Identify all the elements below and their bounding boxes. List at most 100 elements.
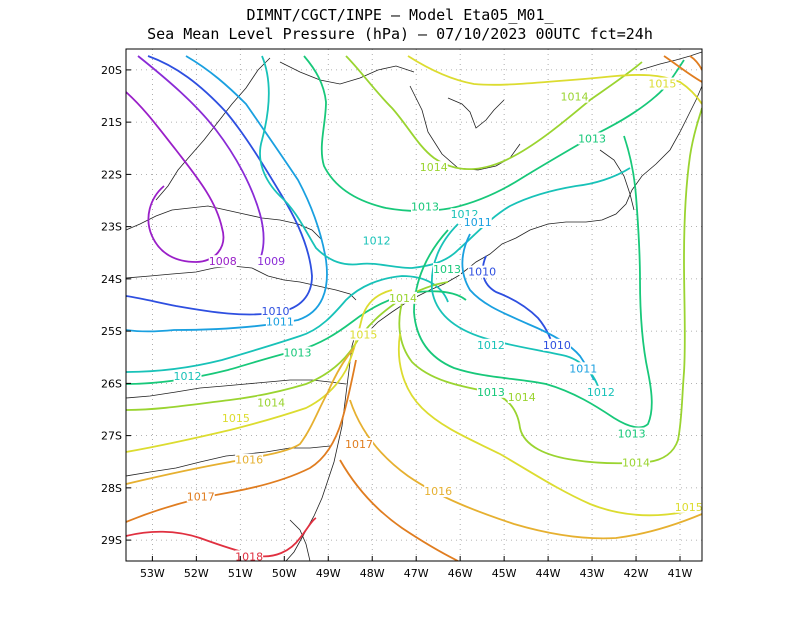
isobar-label-1013: 1013 (283, 347, 311, 360)
isobar-1014 (345, 55, 643, 171)
isobar-label-1011: 1011 (569, 362, 597, 375)
map-title-line2: Sea Mean Level Pressure (hPa) – 07/10/20… (147, 25, 653, 43)
isobar-label-bg (261, 304, 290, 317)
isobar-label-bg (235, 453, 264, 466)
isobar-label-bg (578, 132, 607, 145)
lon-tick-label: 45W (492, 567, 517, 580)
isobar-1008 (126, 91, 225, 263)
lat-tick-label: 26S (101, 377, 122, 390)
isobar-label-bg (186, 490, 215, 503)
lon-tick-label: 44W (536, 567, 561, 580)
isobar-label-1014: 1014 (560, 91, 588, 104)
isobar-label-bg (648, 77, 677, 90)
lon-tick-label: 49W (316, 567, 341, 580)
lon-tick-label: 42W (624, 567, 649, 580)
isobar-label-bg (542, 338, 571, 351)
isobar-label-1015: 1015 (648, 78, 676, 91)
lat-tick-label: 24S (101, 273, 122, 286)
isobar-label-1018: 1018 (235, 550, 263, 563)
isobar-label-1014: 1014 (389, 292, 417, 305)
isobar-label-1017: 1017 (345, 438, 373, 451)
isobar-label-bg (424, 485, 453, 498)
lat-tick-label: 20S (101, 64, 122, 77)
isobar-label-bg (221, 411, 250, 424)
lon-tick-label: 52W (184, 567, 209, 580)
isobar-1018-ne (689, 55, 702, 71)
isobar-label-1012: 1012 (174, 370, 202, 383)
isobar-labels: 1008 1009 1010 1011 1013 1012 1014 1015 1016 1017… (173, 77, 703, 563)
lon-tick-label: 51W (228, 567, 253, 580)
isobar-label-bg (476, 385, 505, 398)
isobar-1010 (126, 55, 313, 316)
isobar-label-bg (362, 234, 391, 247)
isobar-label-bg (257, 396, 286, 409)
isobar-1012b (126, 275, 449, 373)
coastline-and-borders (126, 51, 702, 561)
isobar-label-1015: 1015 (349, 328, 377, 341)
lat-tick-label: 21S (101, 116, 122, 129)
axis-ticks: 53W 52W 51W 50W 49W 48W 47W 46W 45W 44W 43W 42W 41W 2… (101, 64, 693, 580)
isobar-label-1013: 1013 (477, 386, 505, 399)
isobar-1011 (126, 55, 328, 333)
isobar-1013-east (413, 135, 653, 429)
isobar-label-bg (507, 391, 536, 404)
isobar-label-bg (468, 265, 497, 278)
lon-tick-label: 41W (668, 567, 693, 580)
lon-tick-label: 43W (580, 567, 605, 580)
isobar-label-bg (349, 328, 378, 341)
isobar-label-bg (345, 438, 374, 451)
isobar-label-bg (586, 385, 615, 398)
isobar-label-bg (257, 255, 286, 268)
isobar-1015b (407, 55, 702, 105)
isobar-label-1016: 1016 (424, 485, 452, 498)
isobar-label-bg (265, 315, 294, 328)
isobar-label-1012: 1012 (587, 386, 615, 399)
isobar-label-bg (569, 362, 598, 375)
isobar-label-1012: 1012 (363, 234, 391, 247)
isobar-label-bg (432, 263, 461, 276)
lat-tick-label: 28S (101, 482, 122, 495)
isobar-label-1017: 1017 (187, 490, 215, 503)
isobar-label-bg (235, 550, 264, 561)
isobar-label-1009: 1009 (257, 255, 285, 268)
isobar-1009 (137, 55, 265, 265)
isobar-label-bg (463, 216, 492, 229)
isobar-label-1014: 1014 (420, 161, 448, 174)
lon-tick-label: 48W (360, 567, 385, 580)
isobar-label-1015: 1015 (675, 501, 703, 514)
isobar-label-bg (560, 90, 589, 103)
isobar-lines (126, 55, 702, 561)
isobar-label-bg (476, 338, 505, 351)
isobar-label-1013: 1013 (578, 132, 606, 145)
isobar-label-bg (410, 200, 439, 213)
isobar-label-1014: 1014 (257, 396, 285, 409)
isobar-1017-east (339, 459, 459, 561)
isobar-label-1014: 1014 (622, 456, 650, 469)
isobar-1013 (303, 55, 685, 212)
isobar-label-1011: 1011 (266, 315, 294, 328)
lon-tick-label: 50W (272, 567, 297, 580)
map-frame (125, 48, 703, 562)
isobar-label-1010: 1010 (543, 339, 571, 352)
lon-tick-label: 53W (140, 567, 165, 580)
lat-tick-label: 27S (101, 430, 122, 443)
map-title-line1: DIMNT/CGCT/INPE – Model Eta05_M01_ (246, 6, 554, 24)
isobar-label-1016: 1016 (235, 454, 263, 467)
lon-tick-label: 47W (404, 567, 429, 580)
isobar-1016-east (349, 399, 702, 540)
lat-tick-label: 29S (101, 534, 122, 547)
isobar-label-bg (173, 370, 202, 383)
isobar-label-1012: 1012 (477, 339, 505, 352)
isobar-label-1008: 1008 (209, 255, 237, 268)
lon-tick-label: 46W (448, 567, 473, 580)
isobar-label-bg (419, 161, 448, 174)
isobar-label-bg (208, 255, 237, 268)
isobar-label-1013: 1013 (618, 428, 646, 441)
isobar-label-1011: 1011 (464, 216, 492, 229)
isobar-label-1013: 1013 (433, 263, 461, 276)
isobar-label-bg (389, 291, 418, 304)
isobar-1016 (126, 347, 355, 485)
lat-tick-label: 22S (101, 168, 122, 181)
isobar-label-bg (617, 427, 646, 440)
isobar-1012 (259, 55, 631, 269)
